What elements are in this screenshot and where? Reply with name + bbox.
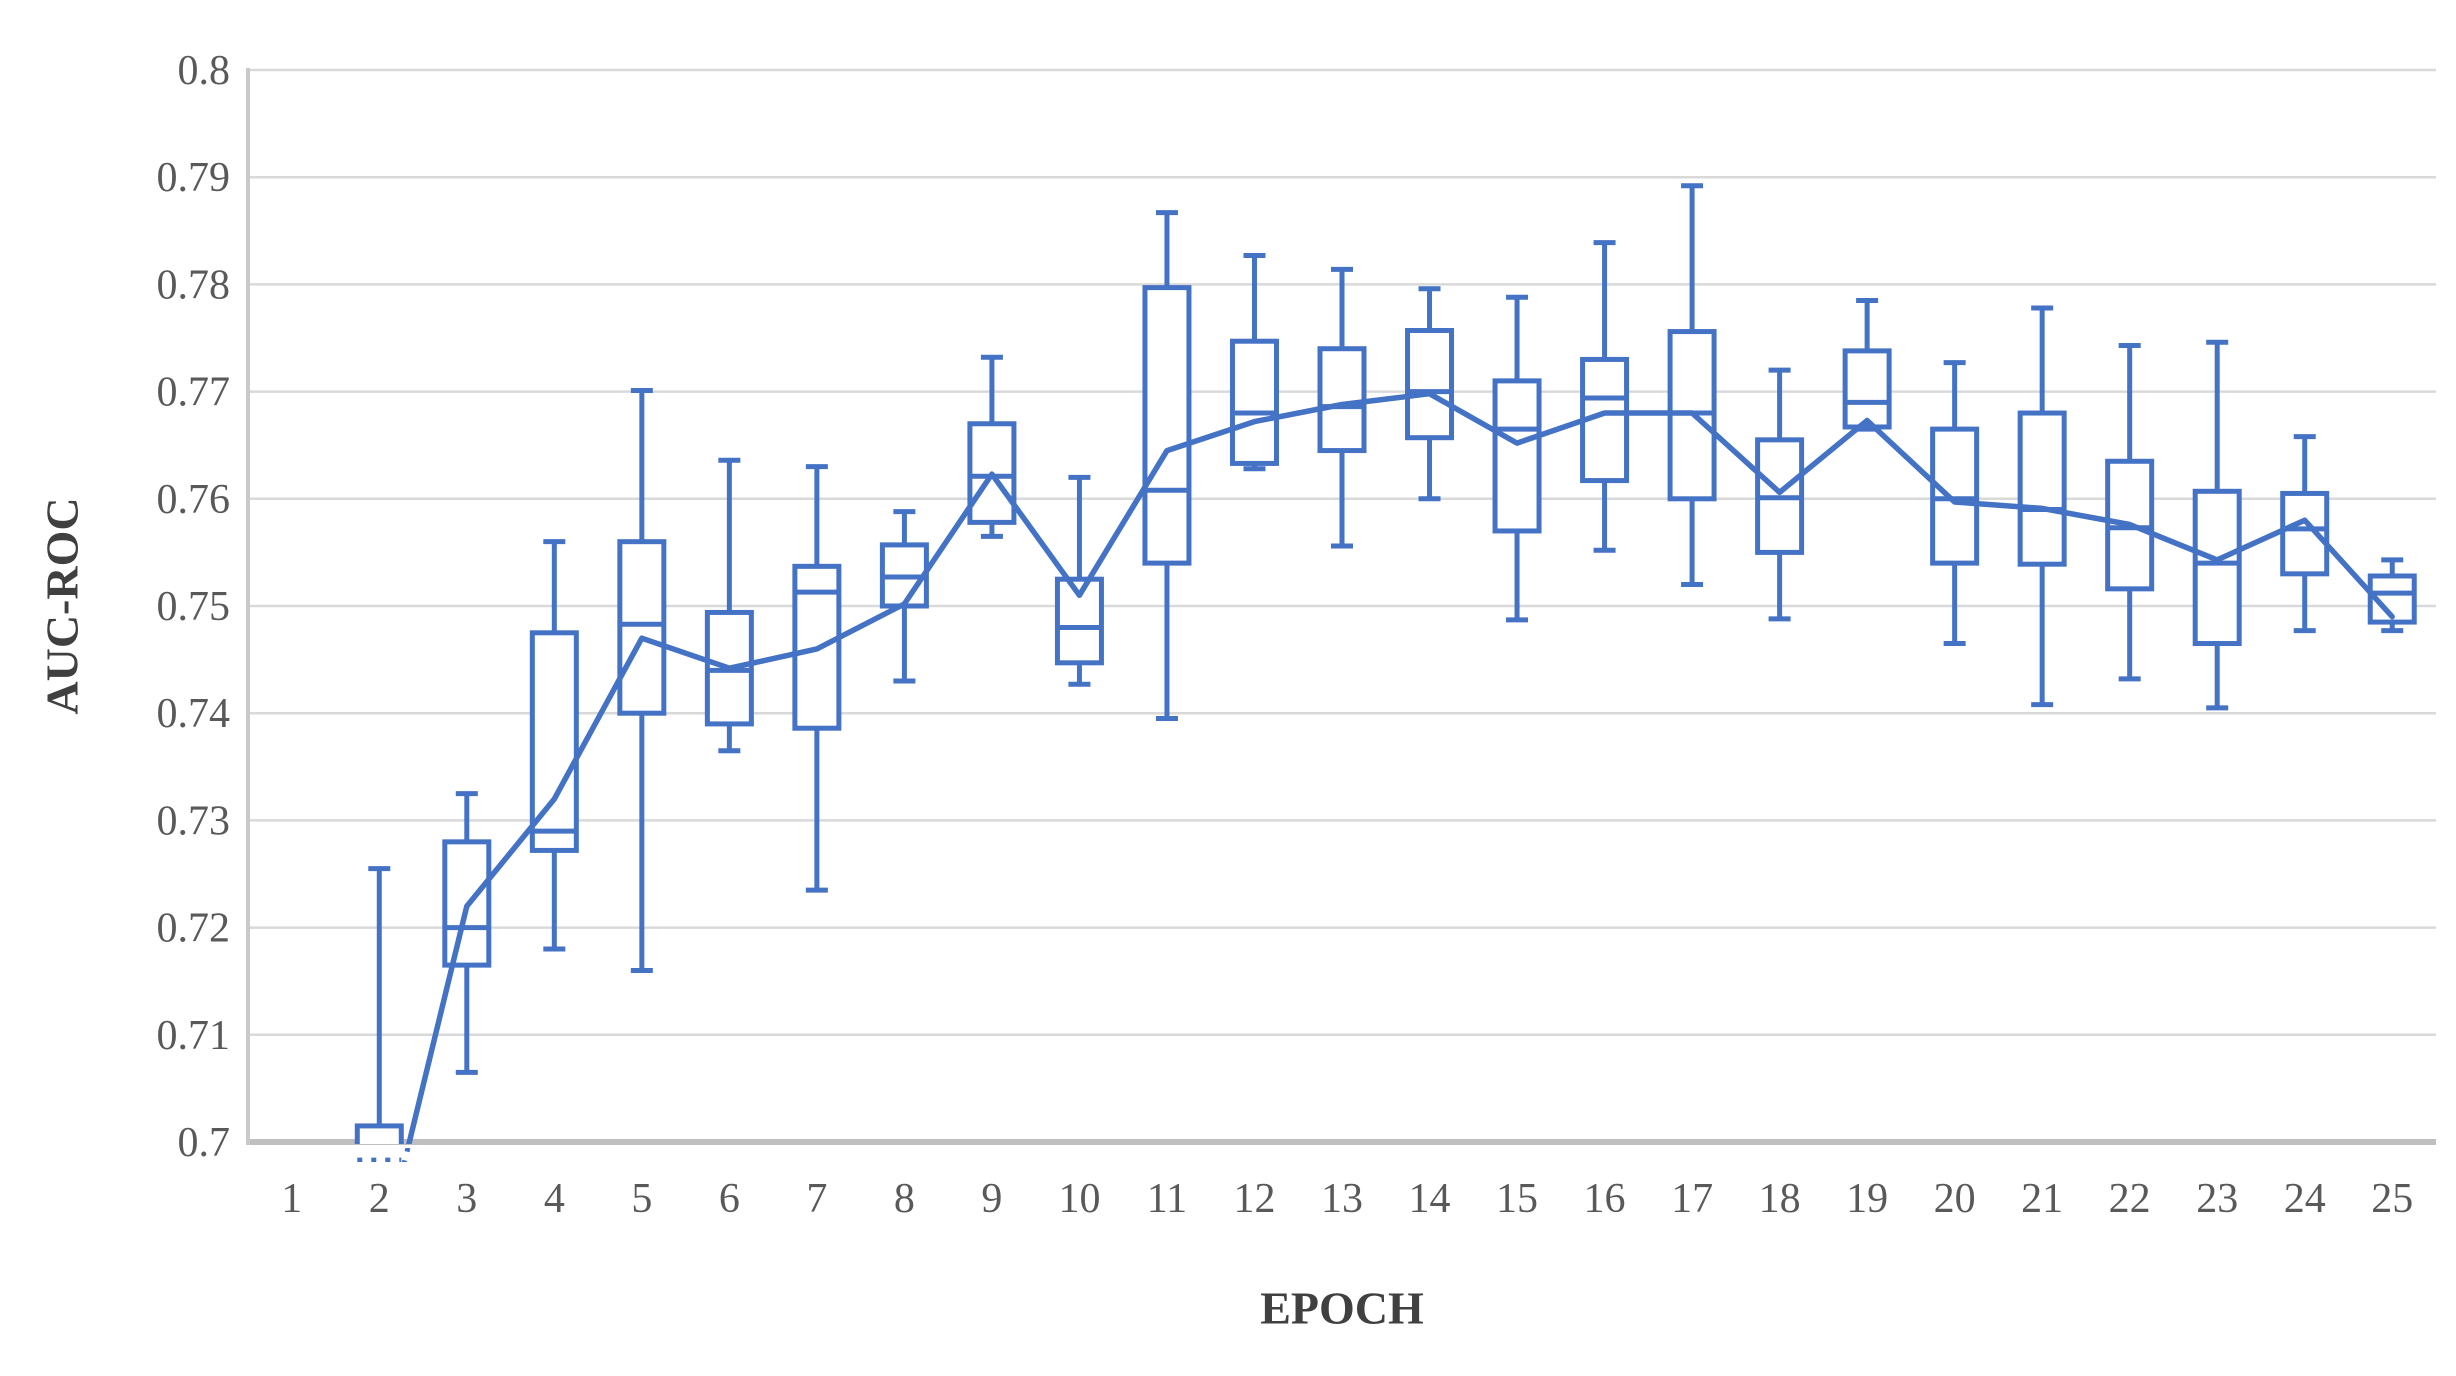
- x-tick-label: 5: [631, 1176, 652, 1222]
- box: [1142, 285, 1192, 566]
- box: [1930, 426, 1980, 566]
- y-tick-label: 0.76: [157, 477, 231, 523]
- y-tick-label: 0.77: [157, 370, 231, 416]
- box: [354, 1123, 404, 1144]
- y-tick-label: 0.79: [157, 155, 231, 201]
- box: [2280, 490, 2330, 577]
- x-tick-label: 6: [719, 1176, 740, 1222]
- y-tick-label: 0.71: [157, 1013, 231, 1059]
- x-tick-label: 3: [456, 1176, 477, 1222]
- x-tick-label: 20: [1934, 1176, 1976, 1222]
- y-tick-label: 0.72: [157, 906, 231, 952]
- y-tick-label: 0.75: [157, 584, 231, 630]
- box: [1229, 338, 1279, 466]
- x-tick-label: 14: [1409, 1176, 1451, 1222]
- x-axis-title: EPOCH: [1260, 1282, 1424, 1334]
- x-tick-label: 2: [369, 1176, 390, 1222]
- x-tick-label: 15: [1496, 1176, 1538, 1222]
- x-tick-label: 16: [1584, 1176, 1626, 1222]
- y-tick-label: 0.7: [178, 1120, 231, 1166]
- box: [1405, 327, 1455, 441]
- x-tick-label: 22: [2109, 1176, 2151, 1222]
- box: [1492, 378, 1542, 534]
- x-tick-label: 7: [806, 1176, 827, 1222]
- x-tick-label: 12: [1233, 1176, 1275, 1222]
- box: [1842, 348, 1892, 430]
- x-tick-label: 24: [2284, 1176, 2326, 1222]
- y-axis-title: AUC-ROC: [36, 497, 88, 715]
- x-tick-label: 4: [544, 1176, 565, 1222]
- y-tick-label: 0.74: [157, 691, 231, 737]
- box: [617, 539, 667, 716]
- x-tick-label: 17: [1671, 1176, 1713, 1222]
- x-tick-label: 8: [894, 1176, 915, 1222]
- box: [1317, 346, 1367, 454]
- box: [2017, 410, 2067, 567]
- x-tick-label: 23: [2196, 1176, 2238, 1222]
- x-tick-label: 9: [981, 1176, 1002, 1222]
- x-tick-label: 18: [1759, 1176, 1801, 1222]
- x-tick-label: 19: [1846, 1176, 1888, 1222]
- x-tick-label: 10: [1058, 1176, 1100, 1222]
- x-tick-label: 25: [2371, 1176, 2413, 1222]
- mean-trend-line: [406, 390, 2395, 1144]
- x-tick-label: 11: [1147, 1176, 1187, 1222]
- x-tick-label: 13: [1321, 1176, 1363, 1222]
- box: [2192, 488, 2242, 647]
- x-tick-label: 1: [281, 1176, 302, 1222]
- y-tick-label: 0.73: [157, 798, 231, 844]
- y-tick-label: 0.8: [178, 48, 231, 94]
- x-tick-label: 21: [2021, 1176, 2063, 1222]
- box: [442, 839, 492, 968]
- y-tick-label: 0.78: [157, 262, 231, 308]
